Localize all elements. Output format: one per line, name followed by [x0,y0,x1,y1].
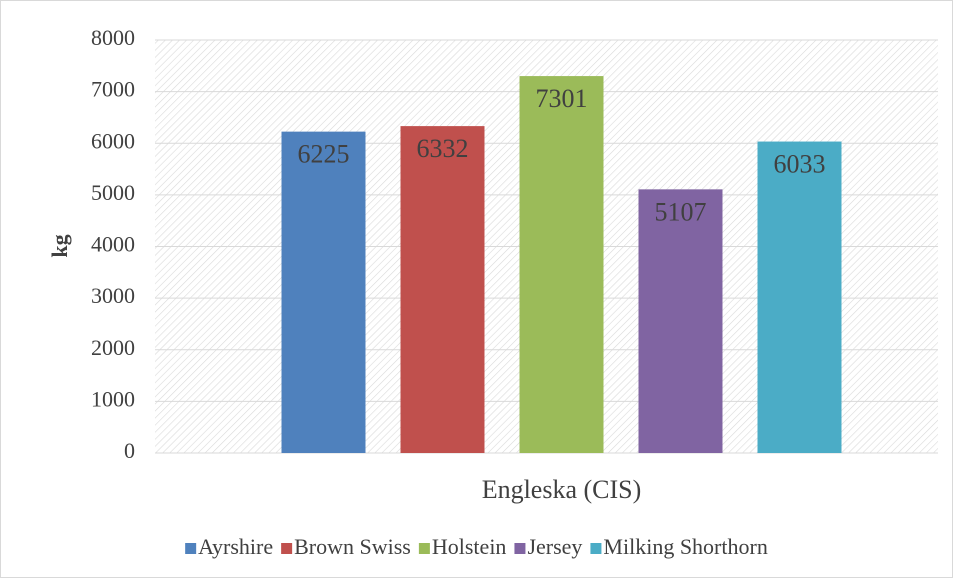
legend-swatch [514,543,526,554]
bar [281,131,366,453]
legend-label: Milking Shorthorn [603,534,767,559]
y-tick-label: 6000 [91,128,135,153]
bar [638,189,723,453]
legend-label: Jersey [527,534,582,559]
y-tick-label: 3000 [91,283,135,308]
data-label: 6033 [774,150,826,179]
y-axis-label: kg [47,234,72,257]
y-tick-label: 2000 [91,335,135,360]
y-tick-label: 4000 [91,232,135,257]
x-tick-label: Engleska (CIS) [482,475,642,504]
legend-swatch [590,543,602,554]
bar [757,141,842,453]
legend-label: Ayrshire [198,534,273,559]
data-label: 5107 [655,197,707,226]
legend-swatch [281,543,293,554]
legend-swatch [185,543,197,554]
y-tick-label: 1000 [91,386,135,411]
bar [519,76,604,453]
y-tick-label: 7000 [91,77,135,102]
y-tick-label: 8000 [91,25,135,50]
data-label: 7301 [536,84,588,113]
data-label: 6332 [417,134,469,163]
y-tick-label: 0 [124,438,135,463]
y-tick-label: 5000 [91,180,135,205]
legend-swatch [418,543,430,554]
legend-label: Brown Swiss [294,534,411,559]
data-label: 6225 [298,140,350,169]
bar [400,126,485,453]
legend-label: Holstein [432,534,507,559]
